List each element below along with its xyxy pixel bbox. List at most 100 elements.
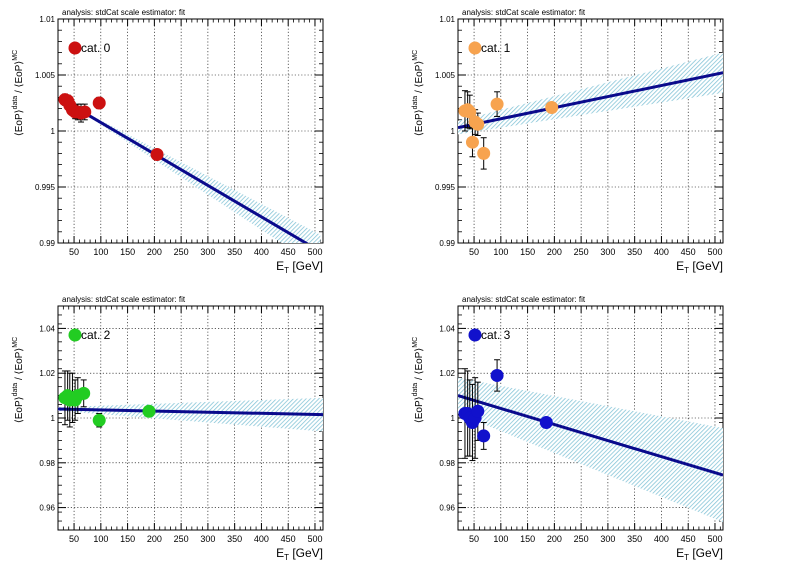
data-point [463, 105, 477, 119]
data-point [77, 386, 91, 400]
x-tick-label: 400 [254, 247, 269, 257]
x-axis-title: ET [GeV] [676, 546, 723, 562]
y-tick-label: 1 [451, 127, 456, 136]
plot-area [458, 359, 723, 523]
x-tick-label: 450 [281, 247, 296, 257]
data-point [539, 415, 553, 429]
data-point [465, 135, 479, 149]
legend-marker [468, 41, 482, 55]
y-tick-label: 1.01 [39, 15, 55, 24]
x-tick-label: 200 [547, 247, 562, 257]
data-point [92, 96, 106, 110]
y-tick-label: 1 [451, 414, 456, 423]
chart-header: analysis: stdCat scale estimator: fit [62, 295, 186, 304]
x-tick-label: 500 [307, 247, 322, 257]
x-tick-label: 250 [174, 247, 189, 257]
y-tick-label: 1.005 [435, 71, 456, 80]
chart-header: analysis: stdCat scale estimator: fit [62, 8, 186, 17]
x-tick-label: 400 [654, 247, 669, 257]
y-axis-title: ⟨EoP⟩data / ⟨EoP⟩MC [412, 50, 425, 136]
fit-line [458, 71, 723, 130]
y-tick-label: 0.96 [39, 504, 55, 513]
x-tick-label: 300 [600, 247, 615, 257]
y-tick-label: 1.02 [439, 369, 455, 378]
y-tick-label: 0.995 [435, 183, 456, 192]
x-tick-label: 50 [69, 534, 79, 544]
legend-label: cat. 3 [481, 328, 511, 342]
data-point [471, 117, 485, 131]
y-axis-title: ⟨EoP⟩data / ⟨EoP⟩MC [12, 337, 25, 423]
y-axis-title: ⟨EoP⟩data / ⟨EoP⟩MC [12, 50, 25, 136]
x-tick-label: 200 [147, 534, 162, 544]
x-tick-label: 250 [174, 534, 189, 544]
y-tick-label: 0.98 [39, 459, 55, 468]
legend-label: cat. 2 [81, 328, 111, 342]
x-tick-label: 350 [227, 534, 242, 544]
x-tick-label: 50 [469, 534, 479, 544]
legend-label: cat. 0 [81, 41, 111, 55]
legend-marker [68, 328, 82, 342]
x-tick-label: 50 [469, 247, 479, 257]
y-tick-label: 0.96 [439, 504, 455, 513]
plot-area [58, 93, 321, 243]
x-tick-label: 100 [93, 534, 108, 544]
x-tick-label: 300 [600, 534, 615, 544]
plot-area [458, 52, 723, 170]
x-tick-label: 450 [681, 534, 696, 544]
y-tick-label: 1 [51, 414, 56, 423]
x-axis-title: ET [GeV] [676, 259, 723, 275]
chart-panel-1: analysis: stdCat scale estimator: fit 50 1… [412, 8, 724, 275]
chart-header: analysis: stdCat scale estimator: fit [462, 295, 586, 304]
data-point [490, 97, 504, 111]
x-tick-label: 100 [93, 247, 108, 257]
data-point [92, 413, 106, 427]
x-tick-label: 150 [120, 534, 135, 544]
x-tick-label: 50 [69, 247, 79, 257]
legend-marker [468, 328, 482, 342]
fit-line [458, 394, 723, 477]
fit-uncertainty-band [458, 377, 723, 523]
legend-marker [68, 41, 82, 55]
data-point [490, 368, 504, 382]
x-tick-label: 250 [574, 247, 589, 257]
x-tick-label: 400 [254, 534, 269, 544]
data-point [545, 100, 559, 114]
fit-line [84, 111, 309, 243]
y-tick-label: 0.99 [439, 239, 455, 248]
data-point [142, 404, 156, 418]
plot-area [58, 370, 323, 432]
y-tick-label: 1.04 [39, 324, 55, 333]
chart-panel-3: analysis: stdCat scale estimator: fit 50 1… [412, 295, 724, 562]
x-tick-label: 500 [707, 247, 722, 257]
data-point [477, 146, 491, 160]
y-tick-label: 1.005 [35, 71, 56, 80]
y-axis-title: ⟨EoP⟩data / ⟨EoP⟩MC [412, 337, 425, 423]
x-tick-label: 150 [520, 534, 535, 544]
x-tick-label: 100 [493, 534, 508, 544]
chart-panel-0: analysis: stdCat scale estimator: fit 50 1… [12, 8, 324, 275]
x-tick-label: 350 [227, 247, 242, 257]
x-tick-label: 200 [547, 534, 562, 544]
chart-panel-2: analysis: stdCat scale estimator: fit 50 1… [12, 295, 324, 562]
fit-uncertainty-band [84, 111, 321, 243]
x-tick-label: 450 [681, 247, 696, 257]
x-tick-label: 300 [200, 534, 215, 544]
x-tick-label: 150 [520, 247, 535, 257]
legend-label: cat. 1 [481, 41, 511, 55]
x-tick-label: 250 [574, 534, 589, 544]
x-tick-label: 350 [627, 247, 642, 257]
x-tick-label: 300 [200, 247, 215, 257]
y-tick-label: 0.995 [35, 183, 56, 192]
x-axis-title: ET [GeV] [276, 546, 323, 562]
data-point [471, 404, 485, 418]
y-tick-label: 0.99 [39, 239, 55, 248]
x-tick-label: 200 [147, 247, 162, 257]
x-tick-label: 100 [493, 247, 508, 257]
y-tick-label: 1 [51, 127, 56, 136]
data-point [78, 105, 92, 119]
x-tick-label: 500 [707, 534, 722, 544]
x-tick-label: 400 [654, 534, 669, 544]
y-tick-label: 0.98 [439, 459, 455, 468]
y-tick-label: 1.01 [439, 15, 455, 24]
data-point [477, 429, 491, 443]
